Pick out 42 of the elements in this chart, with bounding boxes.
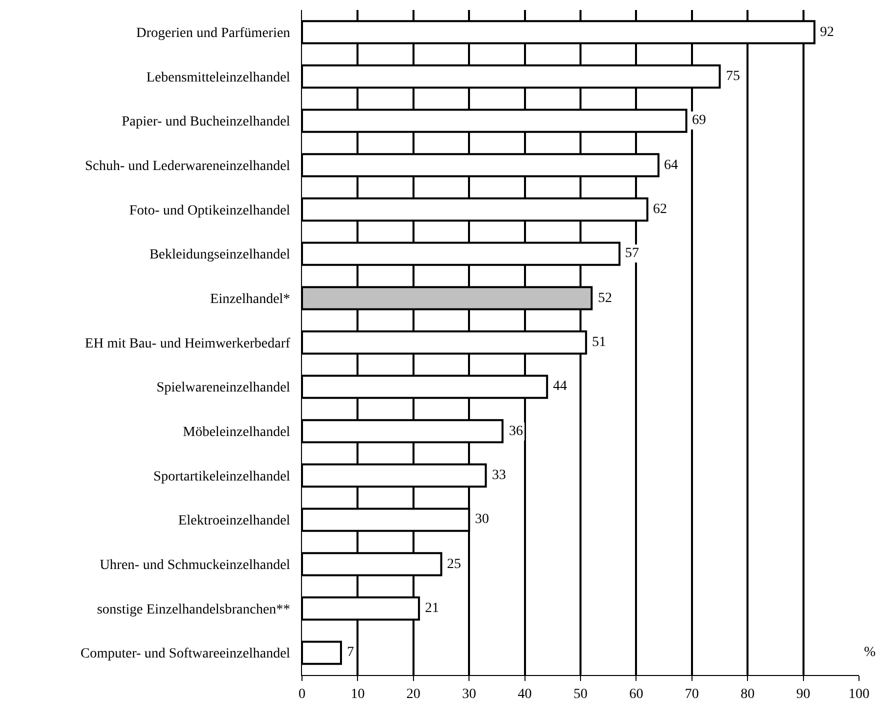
y-tick-label: Drogerien und Parfümerien — [136, 26, 290, 42]
x-tick-label: 60 — [629, 686, 644, 702]
y-tick-label: Spielwareneinzelhandel — [156, 380, 290, 396]
y-tick-label: Möbeleinzelhandel — [182, 425, 290, 440]
x-tick-label: 100 — [848, 686, 870, 702]
data-label: 57 — [625, 246, 639, 261]
x-tick-label: 20 — [406, 686, 420, 702]
y-tick-label: Einzelhandel* — [210, 292, 290, 308]
y-tick-label: sonstige Einzelhandelsbranchen** — [96, 602, 290, 618]
data-label: 44 — [553, 379, 567, 394]
data-label: 7 — [347, 645, 354, 660]
text: % — [864, 645, 876, 660]
x-tick-label: 10 — [350, 686, 365, 702]
data-label: 62 — [653, 202, 667, 217]
data-label: 64 — [664, 158, 678, 173]
y-tick-label: Bekleidungseinzelhandel — [149, 248, 290, 263]
y-tick-label: Elektroeinzelhandel — [178, 514, 290, 529]
y-tick-label: Foto- und Optikeinzelhandel — [129, 203, 290, 218]
data-label: 21 — [425, 601, 439, 616]
y-tick-label: Schuh- und Lederwareneinzelhandel — [84, 159, 290, 174]
y-tick-label: Papier- und Bucheinzelhandel — [122, 114, 290, 130]
data-label: 30 — [475, 512, 489, 527]
data-label: 75 — [726, 69, 740, 84]
data-label: 51 — [592, 335, 606, 350]
y-tick-label: Lebensmitteleinzelhandel — [146, 70, 290, 86]
y-tick-label: Computer- und Softwareeinzelhandel — [80, 646, 290, 662]
x-tick-label: 70 — [684, 686, 699, 702]
data-label: 25 — [447, 557, 461, 572]
x-tick-label: 40 — [518, 686, 532, 702]
data-label: 92 — [820, 25, 834, 40]
y-tick-label: Sportartikeleinzelhandel — [153, 469, 290, 484]
x-tick-label: 80 — [740, 686, 755, 702]
data-label: 33 — [492, 468, 506, 483]
x-tick-label: 30 — [462, 686, 476, 702]
y-tick-label: EH mit Bau- und Heimwerkerbedarf — [84, 336, 291, 352]
data-label: 36 — [509, 424, 523, 439]
x-tick-label: 50 — [574, 686, 588, 702]
x-tick-label: 0 — [298, 686, 306, 702]
data-label: 69 — [692, 113, 706, 128]
data-label: 52 — [598, 291, 612, 306]
y-tick-label: Uhren- und Schmuckeinzelhandel — [100, 558, 290, 574]
x-tick-label: 90 — [796, 686, 810, 702]
